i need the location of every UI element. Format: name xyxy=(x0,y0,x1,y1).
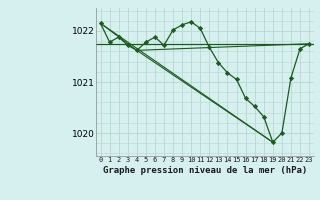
X-axis label: Graphe pression niveau de la mer (hPa): Graphe pression niveau de la mer (hPa) xyxy=(103,166,307,175)
